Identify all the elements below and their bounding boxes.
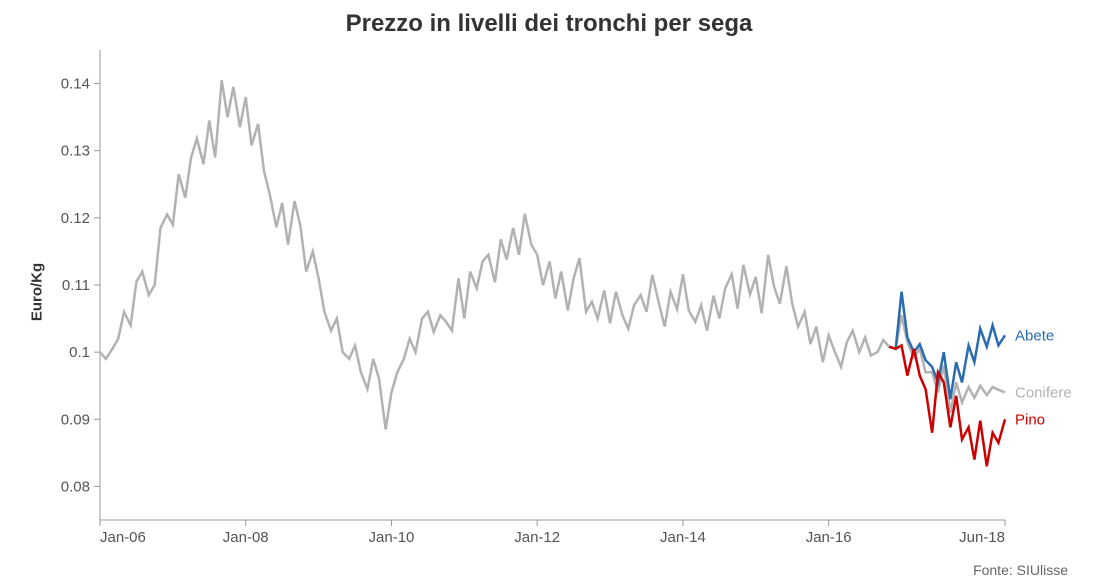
x-tick-label: Jan-06: [100, 529, 146, 546]
y-tick-label: 0.1: [69, 344, 90, 361]
x-tick-label: Jun-18: [959, 529, 1005, 546]
series-abete: [889, 292, 1005, 399]
y-tick-label: 0.13: [61, 143, 90, 160]
series-pino: [889, 345, 1005, 466]
y-tick-label: 0.08: [61, 478, 90, 495]
x-tick-label: Jan-16: [806, 529, 852, 546]
price-chart: Prezzo in livelli dei tronchi per sega E…: [0, 0, 1098, 584]
x-tick-label: Jan-10: [369, 529, 415, 546]
series-label-pino: Pino: [1015, 411, 1045, 428]
y-tick-label: 0.09: [61, 411, 90, 428]
x-tick-label: Jan-14: [660, 529, 706, 546]
series-label-abete: Abete: [1015, 327, 1054, 344]
x-tick-label: Jan-12: [514, 529, 560, 546]
chart-source: Fonte: SIUlisse: [973, 562, 1068, 578]
series-label-conifere: Conifere: [1015, 384, 1072, 401]
series-conifere: [100, 80, 1005, 429]
y-tick-label: 0.11: [62, 277, 90, 294]
x-tick-label: Jan-08: [223, 529, 269, 546]
y-tick-label: 0.12: [61, 210, 90, 227]
chart-svg: 0.08 0.09 0.1 0.11 0.12 0.13 0.14 Jan-06 Jan-08 J…: [0, 0, 1098, 584]
y-tick-label: 0.14: [61, 76, 90, 93]
